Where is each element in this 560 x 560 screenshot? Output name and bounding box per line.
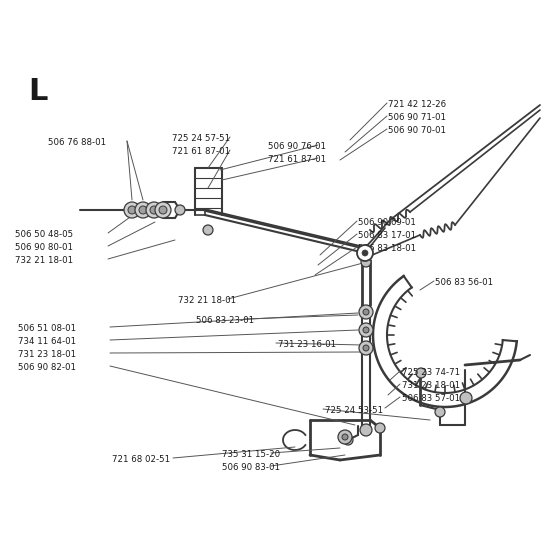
Circle shape: [155, 202, 171, 218]
Circle shape: [416, 368, 426, 378]
Text: 721 68 02-51: 721 68 02-51: [112, 455, 170, 464]
Circle shape: [124, 202, 140, 218]
Circle shape: [359, 323, 373, 337]
Circle shape: [343, 435, 353, 445]
Text: 506 76 88-01: 506 76 88-01: [48, 138, 106, 147]
Circle shape: [357, 245, 373, 261]
Circle shape: [338, 430, 352, 444]
Text: 506 90 83-01: 506 90 83-01: [222, 463, 280, 472]
Circle shape: [146, 202, 162, 218]
Text: 506 90 80-01: 506 90 80-01: [15, 243, 73, 252]
Text: 506 90 82-01: 506 90 82-01: [18, 363, 76, 372]
Text: 721 61 87-01: 721 61 87-01: [268, 155, 326, 164]
Text: 506 90 76-01: 506 90 76-01: [268, 142, 326, 151]
Circle shape: [361, 257, 371, 267]
Text: 721 42 12-26: 721 42 12-26: [388, 100, 446, 109]
Circle shape: [435, 407, 445, 417]
Circle shape: [359, 305, 373, 319]
Text: 506 51 08-01: 506 51 08-01: [18, 324, 76, 333]
Circle shape: [342, 434, 348, 440]
Text: L: L: [28, 77, 48, 106]
Circle shape: [128, 206, 136, 214]
Circle shape: [362, 250, 368, 256]
Text: 731 23 16-01: 731 23 16-01: [278, 340, 336, 349]
Text: 725 23 74-71: 725 23 74-71: [402, 368, 460, 377]
Text: 506 83 57-01: 506 83 57-01: [402, 394, 460, 403]
Circle shape: [375, 423, 385, 433]
Text: 506 90 71-01: 506 90 71-01: [388, 113, 446, 122]
Text: 721 61 87-01: 721 61 87-01: [172, 147, 230, 156]
Circle shape: [363, 309, 369, 315]
Text: 506 83 56-01: 506 83 56-01: [435, 278, 493, 287]
Text: 506 83 17-01: 506 83 17-01: [358, 231, 416, 240]
Circle shape: [150, 206, 158, 214]
Text: 725 24 57-51: 725 24 57-51: [172, 134, 230, 143]
Circle shape: [363, 327, 369, 333]
Text: 506 83 18-01: 506 83 18-01: [358, 244, 416, 253]
Circle shape: [359, 341, 373, 355]
Text: 734 11 64-01: 734 11 64-01: [18, 337, 76, 346]
Text: 731 23 18-01: 731 23 18-01: [402, 381, 460, 390]
Text: 735 31 15-20: 735 31 15-20: [222, 450, 280, 459]
Text: 732 21 18-01: 732 21 18-01: [15, 256, 73, 265]
Circle shape: [139, 206, 147, 214]
Text: 506 90 70-01: 506 90 70-01: [388, 126, 446, 135]
Text: 506 50 48-05: 506 50 48-05: [15, 230, 73, 239]
Circle shape: [360, 424, 372, 436]
Text: 725 24 53-51: 725 24 53-51: [325, 406, 383, 415]
Text: 506 90 69-01: 506 90 69-01: [358, 218, 416, 227]
Circle shape: [159, 206, 167, 214]
Circle shape: [135, 202, 151, 218]
Text: 506 83 23-01: 506 83 23-01: [196, 316, 254, 325]
Circle shape: [203, 225, 213, 235]
Text: 732 21 18-01: 732 21 18-01: [178, 296, 236, 305]
Circle shape: [175, 205, 185, 215]
Circle shape: [363, 345, 369, 351]
Text: 731 23 18-01: 731 23 18-01: [18, 350, 76, 359]
Circle shape: [460, 392, 472, 404]
